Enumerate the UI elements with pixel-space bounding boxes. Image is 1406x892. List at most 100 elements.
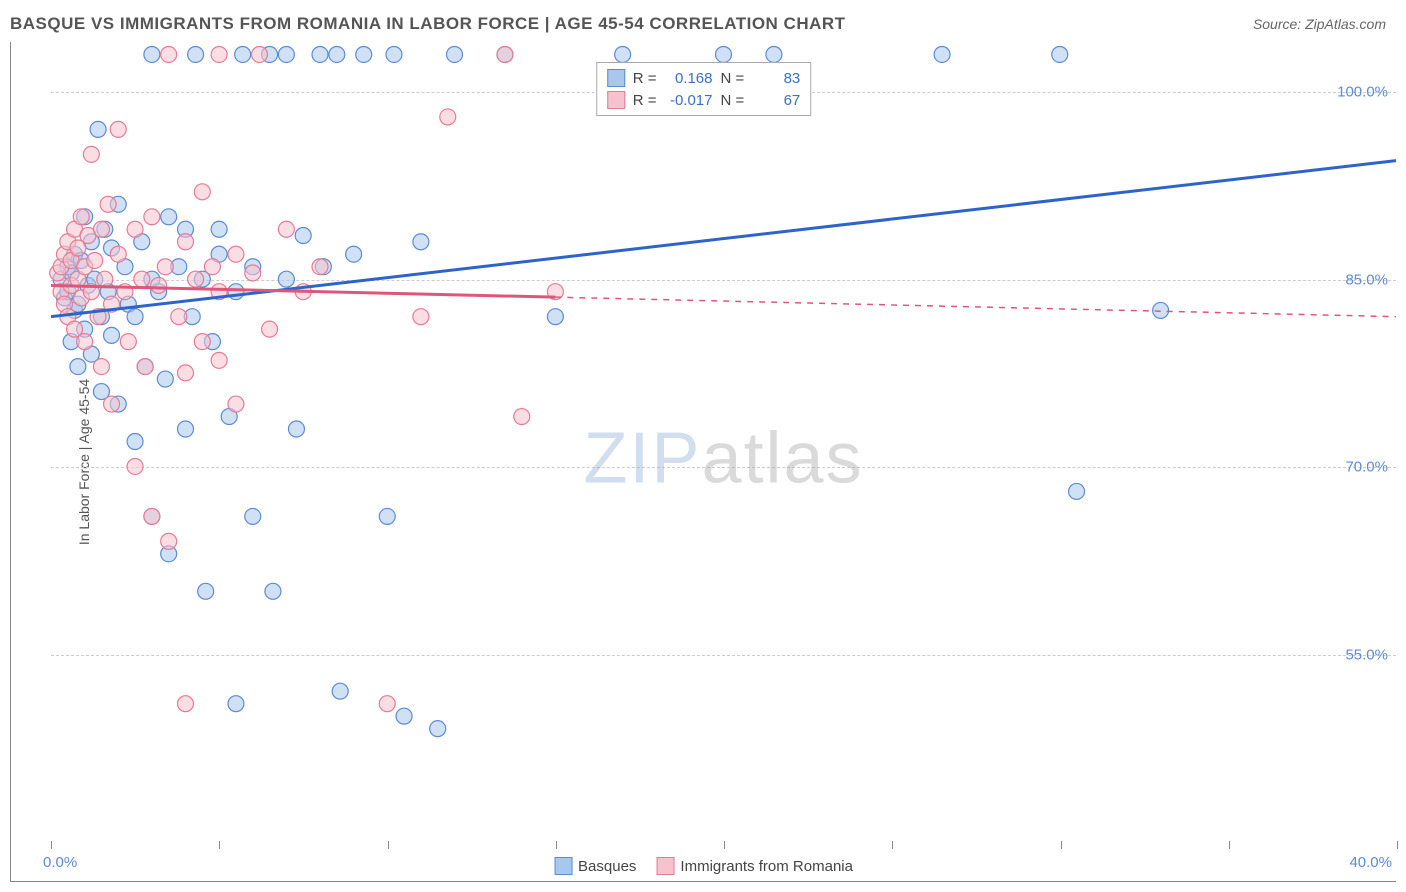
scatter-point [430,721,446,737]
scatter-point [151,277,167,293]
scatter-point [514,409,530,425]
legend-top-row: R =0.168N =83 [607,67,801,89]
scatter-point [440,109,456,125]
x-tick [51,841,52,849]
scatter-point [188,271,204,287]
scatter-point [245,265,261,281]
scatter-point [87,252,103,268]
trend-line-dashed [555,297,1396,317]
scatter-point [178,696,194,712]
legend-top-stats: R =0.168N =83R =-0.017N =67 [596,62,812,116]
scatter-point [127,309,143,325]
scatter-point [295,228,311,244]
x-axis-min-label: 0.0% [43,854,77,871]
scatter-point [716,46,732,62]
scatter-point [93,221,109,237]
scatter-point [278,221,294,237]
y-tick-label: 70.0% [1345,459,1388,476]
scatter-point [228,396,244,412]
r-value: 0.168 [665,70,713,87]
legend-bottom: Basques Immigrants from Romania [554,857,853,875]
scatter-point [1052,46,1068,62]
scatter-point [194,334,210,350]
scatter-point [73,209,89,225]
scatter-point [204,259,220,275]
legend-label: Immigrants from Romania [680,858,853,875]
scatter-point [157,371,173,387]
chart-container: In Labor Force | Age 45-54 ZIPatlas 55.0… [10,42,1396,882]
chart-header: BASQUE VS IMMIGRANTS FROM ROMANIA IN LAB… [0,0,1406,40]
r-label: R = [633,92,657,109]
scatter-point [104,396,120,412]
legend-top-row: R =-0.017N =67 [607,89,801,111]
n-label: N = [721,92,745,109]
scatter-point [171,309,187,325]
scatter-point [144,508,160,524]
scatter-point [127,458,143,474]
scatter-point [161,533,177,549]
legend-swatch [656,857,674,875]
scatter-plot-svg [51,42,1396,841]
scatter-point [144,209,160,225]
scatter-point [346,246,362,262]
x-tick [388,841,389,849]
legend-label: Basques [578,858,636,875]
scatter-point [413,309,429,325]
scatter-point [251,46,267,62]
scatter-point [120,334,136,350]
scatter-point [615,46,631,62]
scatter-point [161,209,177,225]
scatter-point [97,271,113,287]
x-tick [724,841,725,849]
source-attribution: Source: ZipAtlas.com [1253,16,1386,32]
x-tick [556,841,557,849]
scatter-point [766,46,782,62]
scatter-point [83,146,99,162]
scatter-point [178,234,194,250]
n-label: N = [721,70,745,87]
scatter-point [332,683,348,699]
legend-swatch [607,69,625,87]
scatter-point [312,46,328,62]
scatter-point [178,365,194,381]
scatter-point [379,696,395,712]
scatter-point [386,46,402,62]
scatter-point [127,221,143,237]
scatter-point [188,46,204,62]
scatter-point [235,46,251,62]
x-tick [1061,841,1062,849]
scatter-point [211,352,227,368]
scatter-point [194,184,210,200]
source-name: ZipAtlas.com [1305,16,1386,32]
legend-bottom-item: Basques [554,857,636,875]
scatter-point [329,46,345,62]
scatter-point [198,583,214,599]
y-tick-label: 85.0% [1345,271,1388,288]
scatter-point [934,46,950,62]
trend-line-solid [51,161,1396,317]
scatter-point [134,271,150,287]
legend-bottom-item: Immigrants from Romania [656,857,853,875]
scatter-point [262,321,278,337]
scatter-point [90,121,106,137]
x-axis-max-label: 40.0% [1349,854,1392,871]
chart-title: BASQUE VS IMMIGRANTS FROM ROMANIA IN LAB… [10,14,846,34]
x-tick [1397,841,1398,849]
scatter-point [312,259,328,275]
scatter-point [110,246,126,262]
scatter-point [157,259,173,275]
scatter-point [547,309,563,325]
scatter-point [137,359,153,375]
plot-area: ZIPatlas [51,42,1396,841]
scatter-point [178,421,194,437]
scatter-point [1069,483,1085,499]
scatter-point [379,508,395,524]
scatter-point [211,221,227,237]
scatter-point [228,246,244,262]
x-tick [219,841,220,849]
x-tick [1229,841,1230,849]
scatter-point [144,46,160,62]
scatter-point [288,421,304,437]
scatter-point [77,334,93,350]
r-value: -0.017 [665,92,713,109]
